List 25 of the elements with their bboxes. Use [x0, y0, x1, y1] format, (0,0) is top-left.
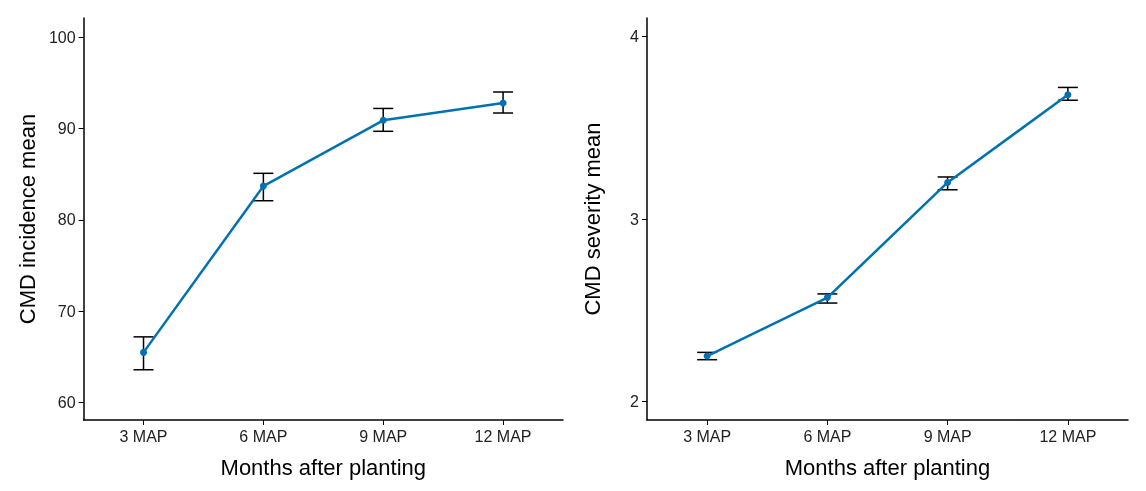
x-tick-label: 6 MAP	[803, 427, 852, 445]
y-tick-label: 80	[57, 211, 76, 229]
x-axis-title: Months after planting	[784, 454, 991, 480]
y-tick-label: 100	[48, 28, 76, 46]
y-axis-title: CMD incidence mean	[14, 113, 40, 325]
x-tick-label: 9 MAP	[923, 427, 972, 445]
point	[379, 116, 387, 124]
y-axis-title: CMD severity mean	[579, 122, 605, 316]
y-tick-label: 3	[630, 210, 640, 228]
y-tick-label: 4	[630, 27, 640, 45]
y-tick-label: 2	[630, 393, 640, 411]
x-axis-title: Months after planting	[220, 454, 427, 480]
point	[140, 348, 148, 356]
x-tick-label: 9 MAP	[359, 427, 408, 445]
point	[259, 182, 267, 190]
x-tick-label: 3 MAP	[683, 427, 732, 445]
point	[944, 178, 952, 186]
y-tick-label: 70	[57, 302, 76, 320]
y-tick-label: 60	[57, 394, 76, 412]
x-tick-label: 12 MAP	[474, 427, 532, 445]
x-tick-label: 12 MAP	[1039, 427, 1097, 445]
y-tick-label: 90	[57, 120, 76, 138]
x-tick-label: 3 MAP	[119, 427, 168, 445]
point	[1064, 91, 1072, 99]
x-tick-label: 6 MAP	[239, 427, 288, 445]
